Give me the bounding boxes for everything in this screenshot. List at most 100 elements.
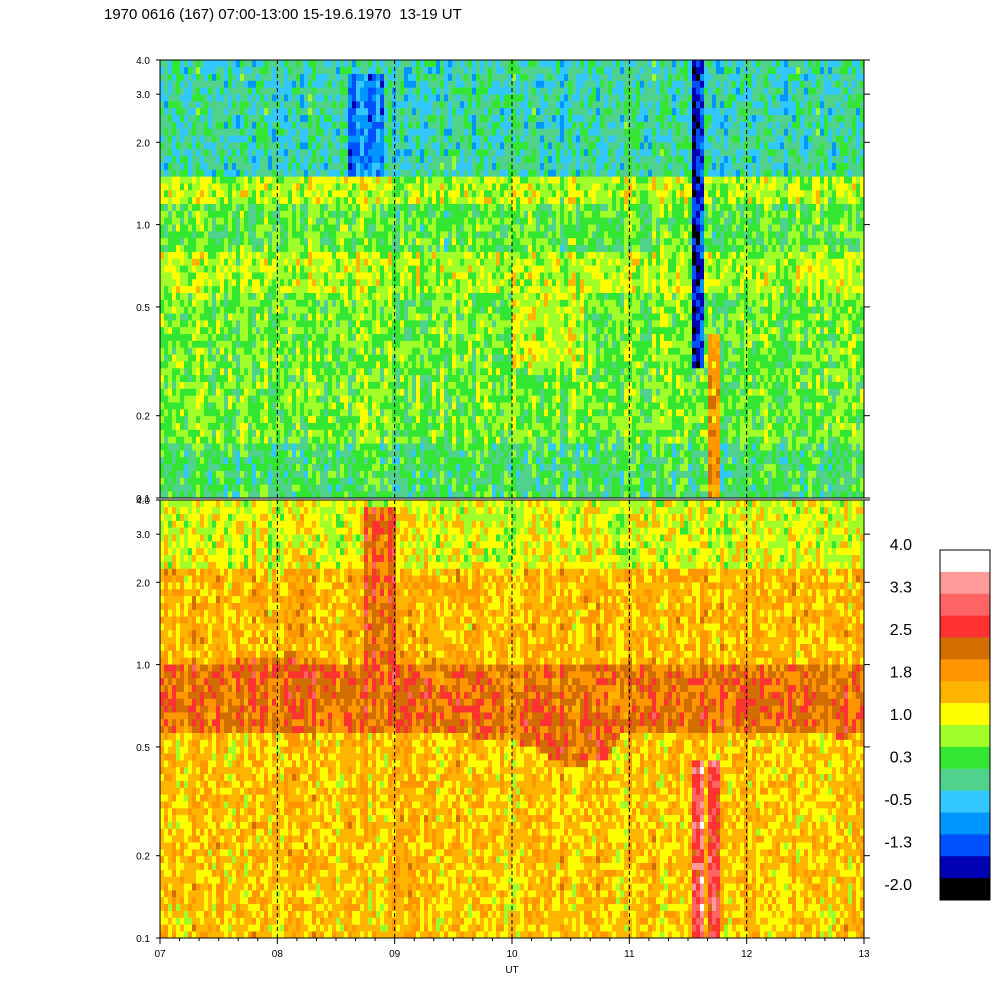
- heatmap-cell: [372, 176, 377, 184]
- heatmap-cell: [452, 244, 457, 252]
- heatmap-cell: [244, 292, 249, 300]
- heatmap-cell: [384, 155, 389, 163]
- heatmap-cell: [400, 244, 405, 252]
- heatmap-cell: [324, 107, 329, 116]
- heatmap-cell: [424, 196, 429, 205]
- heatmap-cell: [276, 477, 281, 485]
- heatmap-cell: [168, 224, 173, 232]
- heatmap-cell: [376, 210, 381, 218]
- heatmap-cell: [404, 463, 409, 471]
- heatmap-cell: [252, 162, 257, 170]
- heatmap-cell: [160, 450, 165, 458]
- heatmap-cell: [244, 224, 249, 232]
- heatmap-cell: [328, 456, 333, 465]
- heatmap-cell: [316, 354, 321, 362]
- heatmap-cell: [208, 251, 213, 259]
- heatmap-cell: [256, 80, 261, 88]
- heatmap-cell: [336, 340, 341, 348]
- heatmap-cell: [240, 244, 245, 252]
- heatmap-cell: [404, 114, 409, 122]
- heatmap-cell: [248, 320, 253, 328]
- heatmap-cell: [304, 429, 309, 437]
- heatmap-cell: [176, 409, 181, 417]
- heatmap-cell: [240, 491, 245, 498]
- heatmap-cell: [172, 292, 177, 300]
- heatmap-cell: [364, 415, 369, 424]
- heatmap-cell: [236, 155, 241, 163]
- heatmap-cell: [216, 87, 221, 95]
- heatmap-cell: [224, 60, 229, 68]
- heatmap-cell: [396, 251, 401, 259]
- heatmap-cell: [276, 265, 281, 273]
- heatmap-cell: [336, 128, 341, 136]
- heatmap-cell: [312, 491, 317, 498]
- heatmap-cell: [336, 429, 341, 437]
- heatmap-cell: [172, 429, 177, 437]
- heatmap-cell: [464, 306, 469, 314]
- heatmap-cell: [360, 470, 365, 478]
- heatmap-cell: [276, 415, 281, 424]
- heatmap-cell: [252, 477, 257, 485]
- heatmap-cell: [448, 142, 453, 150]
- heatmap-cell: [208, 272, 213, 280]
- heatmap-cell: [388, 66, 393, 74]
- heatmap-cell: [208, 354, 213, 362]
- heatmap-cell: [420, 436, 425, 444]
- heatmap-cell: [224, 450, 229, 458]
- heatmap-cell: [376, 320, 381, 328]
- heatmap-cell: [220, 443, 225, 451]
- heatmap-cell: [316, 142, 321, 150]
- heatmap-cell: [436, 402, 441, 410]
- heatmap-cell: [248, 251, 253, 259]
- heatmap-cell: [316, 94, 321, 102]
- heatmap-cell: [340, 415, 345, 424]
- heatmap-cell: [264, 361, 269, 369]
- heatmap-cell: [240, 121, 245, 129]
- heatmap-cell: [316, 422, 321, 430]
- heatmap-cell: [388, 94, 393, 102]
- heatmap-cell: [288, 203, 293, 211]
- heatmap-cell: [236, 285, 241, 293]
- heatmap-cell: [216, 169, 221, 177]
- heatmap-cell: [444, 463, 449, 471]
- heatmap-cell: [316, 183, 321, 191]
- heatmap-cell: [360, 73, 365, 81]
- heatmap-cell: [452, 463, 457, 471]
- heatmap-cell: [288, 210, 293, 218]
- heatmap-cell: [352, 107, 357, 116]
- heatmap-cell: [248, 422, 253, 430]
- heatmap-cell: [432, 320, 437, 328]
- heatmap-cell: [248, 272, 253, 280]
- heatmap-cell: [176, 285, 181, 293]
- heatmap-cell: [312, 176, 317, 184]
- heatmap-cell: [376, 107, 381, 116]
- heatmap-cell: [208, 258, 213, 266]
- heatmap-cell: [440, 374, 445, 382]
- heatmap-cell: [296, 354, 301, 362]
- heatmap-cell: [212, 402, 217, 410]
- heatmap-cell: [320, 436, 325, 444]
- heatmap-cell: [160, 176, 165, 184]
- heatmap-cell: [300, 313, 305, 321]
- heatmap-cell: [408, 169, 413, 177]
- heatmap-cell: [248, 313, 253, 321]
- heatmap-cell: [316, 388, 321, 396]
- heatmap-cell: [352, 121, 357, 129]
- heatmap-cell: [364, 456, 369, 465]
- heatmap-cell: [160, 285, 165, 293]
- heatmap-cell: [176, 402, 181, 410]
- heatmap-cell: [160, 196, 165, 205]
- heatmap-cell: [460, 272, 465, 280]
- heatmap-cell: [232, 491, 237, 498]
- heatmap-cell: [200, 101, 205, 109]
- heatmap-cell: [224, 224, 229, 232]
- heatmap-cell: [192, 313, 197, 321]
- heatmap-cell: [404, 477, 409, 485]
- heatmap-cell: [456, 395, 461, 403]
- heatmap-cell: [320, 313, 325, 321]
- heatmap-cell: [176, 381, 181, 389]
- heatmap-cell: [436, 231, 441, 239]
- heatmap-cell: [388, 484, 393, 492]
- heatmap-cell: [444, 354, 449, 362]
- heatmap-cell: [288, 114, 293, 122]
